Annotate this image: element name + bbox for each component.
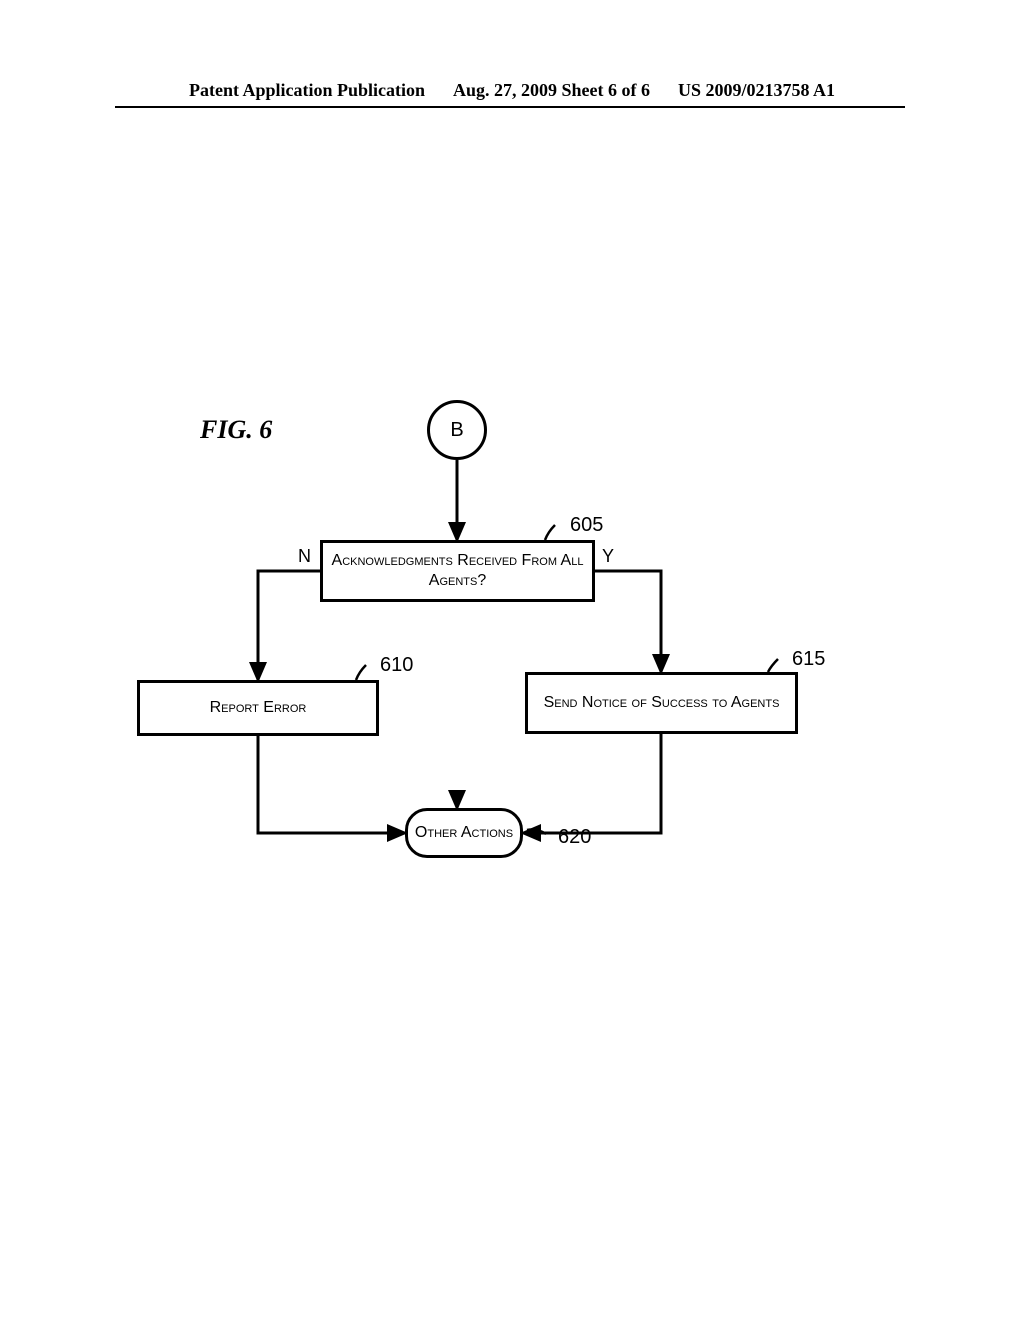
flowchart-fig6: FIG. 6 B Acknowledgments Received From A… xyxy=(0,0,1024,1320)
flowchart-arrows xyxy=(0,0,1024,1320)
